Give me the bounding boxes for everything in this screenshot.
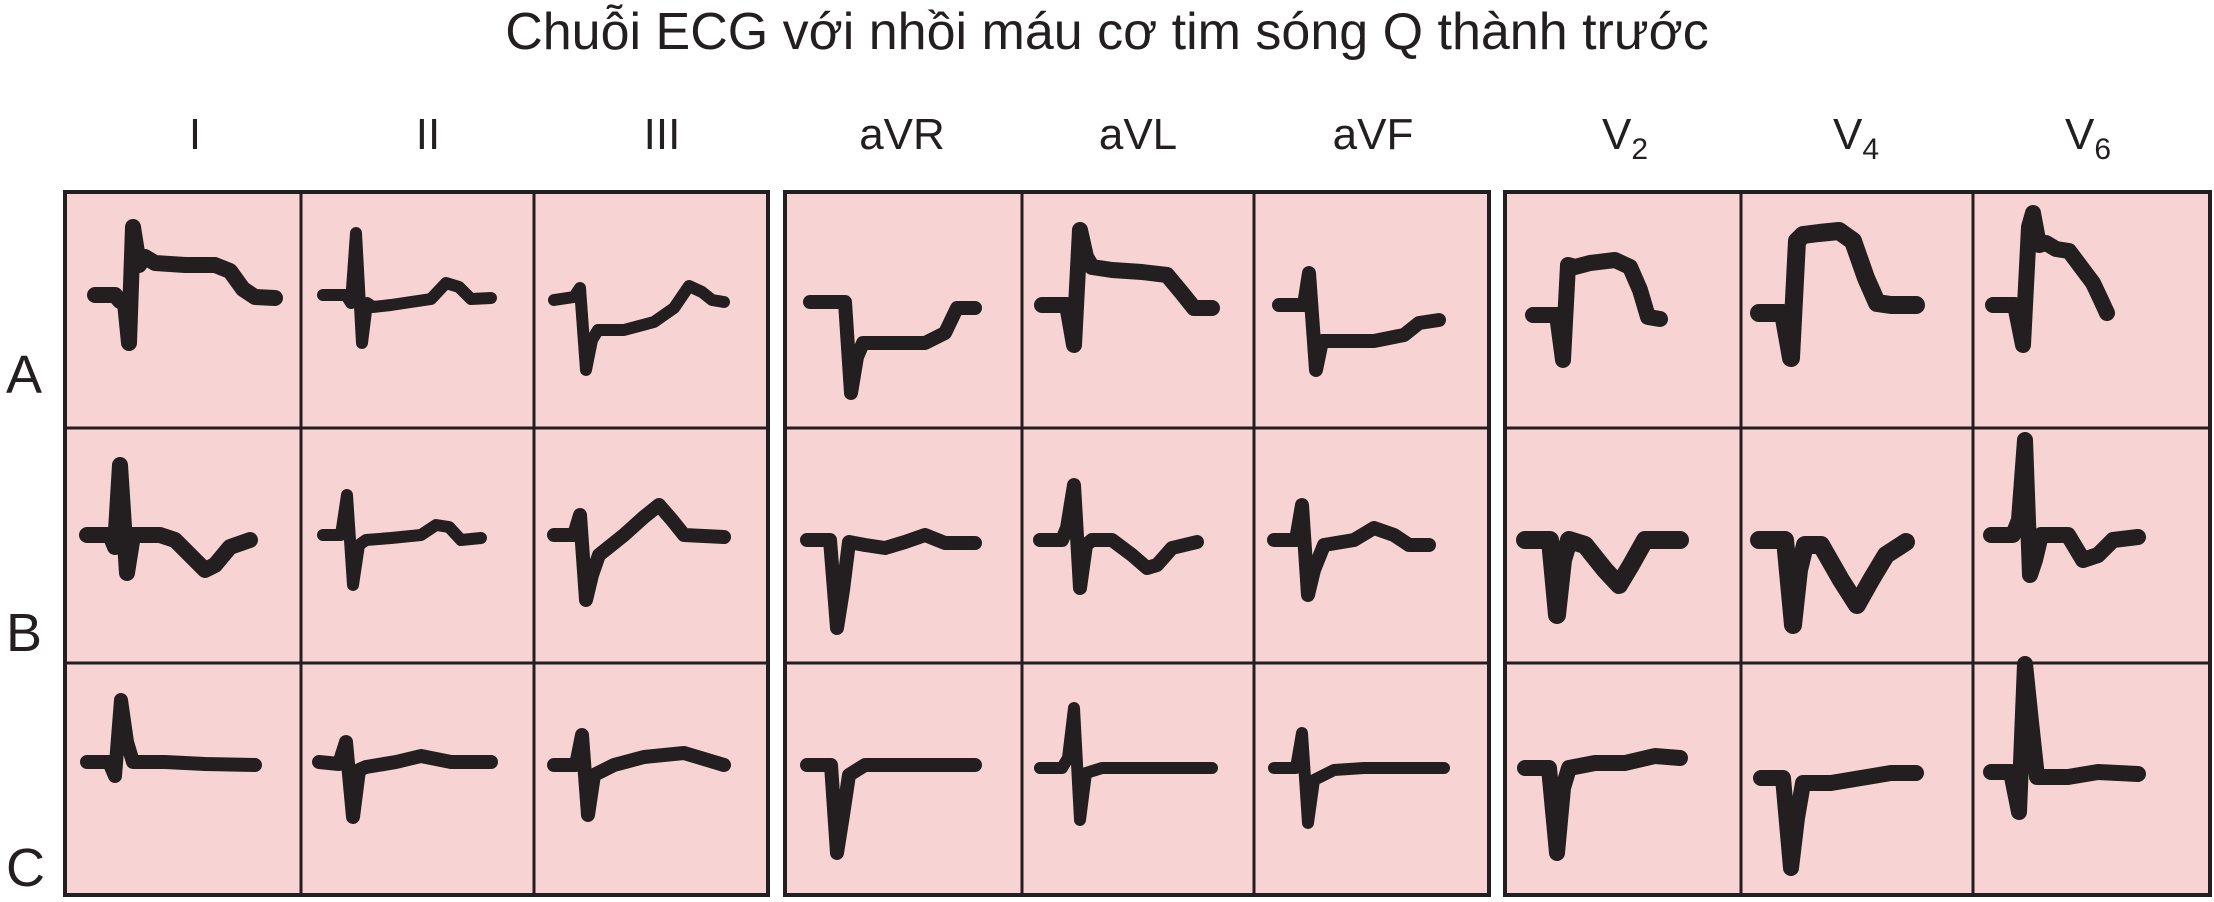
ecg-trace-b-iii [547, 498, 731, 607]
lead-label-ii: II [415, 110, 441, 159]
ecg-trace-c-v6 [1983, 656, 2146, 820]
ecg-trace-a-avr [803, 295, 982, 400]
ecg-trace-a-avl [1034, 222, 1220, 353]
ecg-trace-a-i [87, 219, 283, 351]
ecg-trace-a-v4 [1750, 222, 1925, 367]
ecg-traces [79, 205, 2146, 876]
ecg-trace-c-iii [547, 728, 731, 822]
lead-label-v2: V2 [1601, 110, 1649, 166]
lead-label-avl: aVL [1098, 110, 1178, 159]
ecg-trace-a-v6 [1985, 205, 2115, 353]
ecg-trace-a-iii [548, 280, 730, 376]
ecg-trace-a-avf [1272, 266, 1446, 377]
panel-gridlines [65, 192, 2210, 895]
ecg-trace-b-v2 [1516, 531, 1689, 624]
lead-label-avr: aVR [859, 110, 945, 159]
ecg-trace-b-ii [317, 489, 487, 591]
figure-title: Chuỗi ECG với nhồi máu cơ tim sóng Q thà… [505, 3, 1709, 61]
lead-label-iii: III [643, 110, 681, 159]
ecg-trace-a-v2 [1525, 252, 1668, 368]
ecg-trace-c-v4 [1753, 765, 1924, 876]
ecg-trace-c-avr [800, 758, 982, 860]
row-label-a: A [6, 345, 43, 405]
ecg-trace-c-avf [1268, 727, 1450, 829]
ecg-trace-c-v2 [1517, 748, 1688, 861]
ecg-trace-b-avr [800, 528, 982, 635]
ecg-trace-b-v6 [1983, 432, 2146, 583]
lead-label-v4: V4 [1832, 110, 1880, 166]
ecg-trace-c-ii [312, 735, 498, 824]
lead-label-i: I [188, 110, 202, 159]
ecg-trace-b-avl [1033, 478, 1204, 595]
ecg-trace-b-v4 [1750, 531, 1915, 634]
ecg-trace-c-avl [1034, 702, 1218, 826]
lead-label-avf: aVF [1332, 110, 1414, 159]
ecg-trace-b-i [79, 457, 258, 581]
ecg-trace-b-avf [1267, 498, 1436, 602]
row-label-c: C [6, 838, 45, 898]
row-label-b: B [6, 603, 43, 663]
ecg-trace-c-i [80, 693, 262, 783]
lead-label-v6: V6 [2064, 110, 2112, 166]
ecg-trace-a-ii [317, 227, 497, 349]
